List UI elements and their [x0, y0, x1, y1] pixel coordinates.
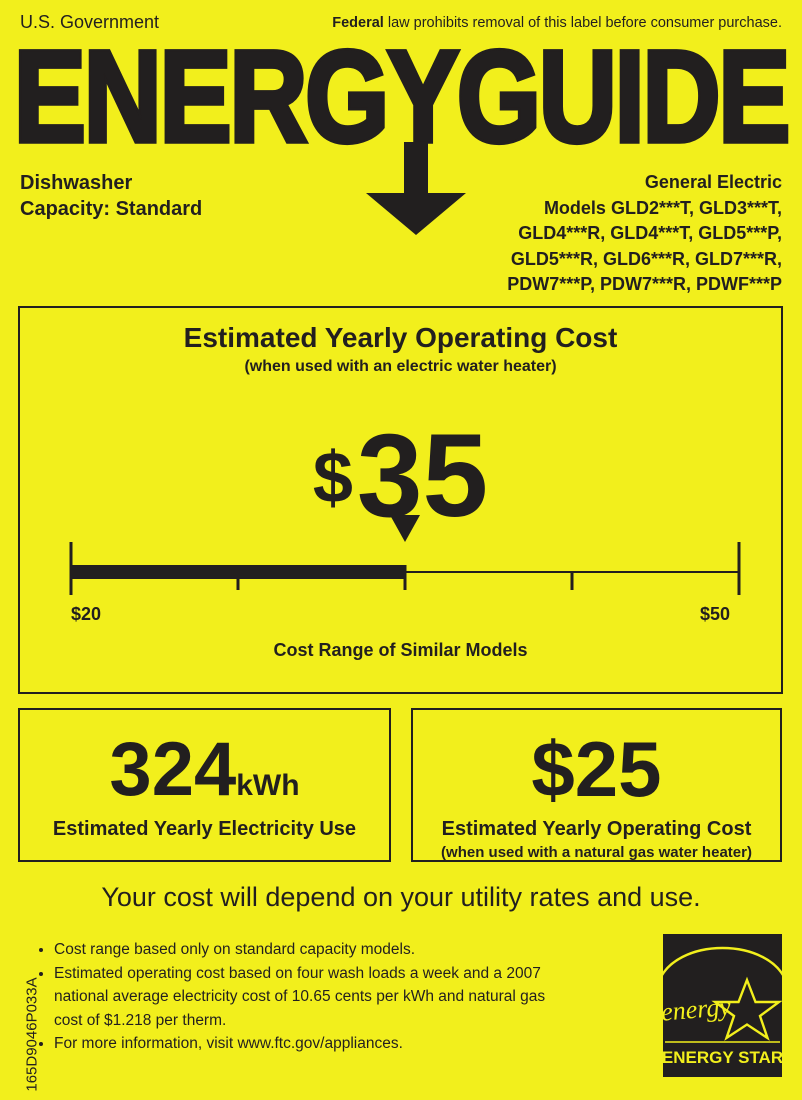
- svg-text:ENERGY STAR: ENERGY STAR: [663, 1048, 782, 1067]
- svg-text:energy: energy: [663, 992, 732, 1027]
